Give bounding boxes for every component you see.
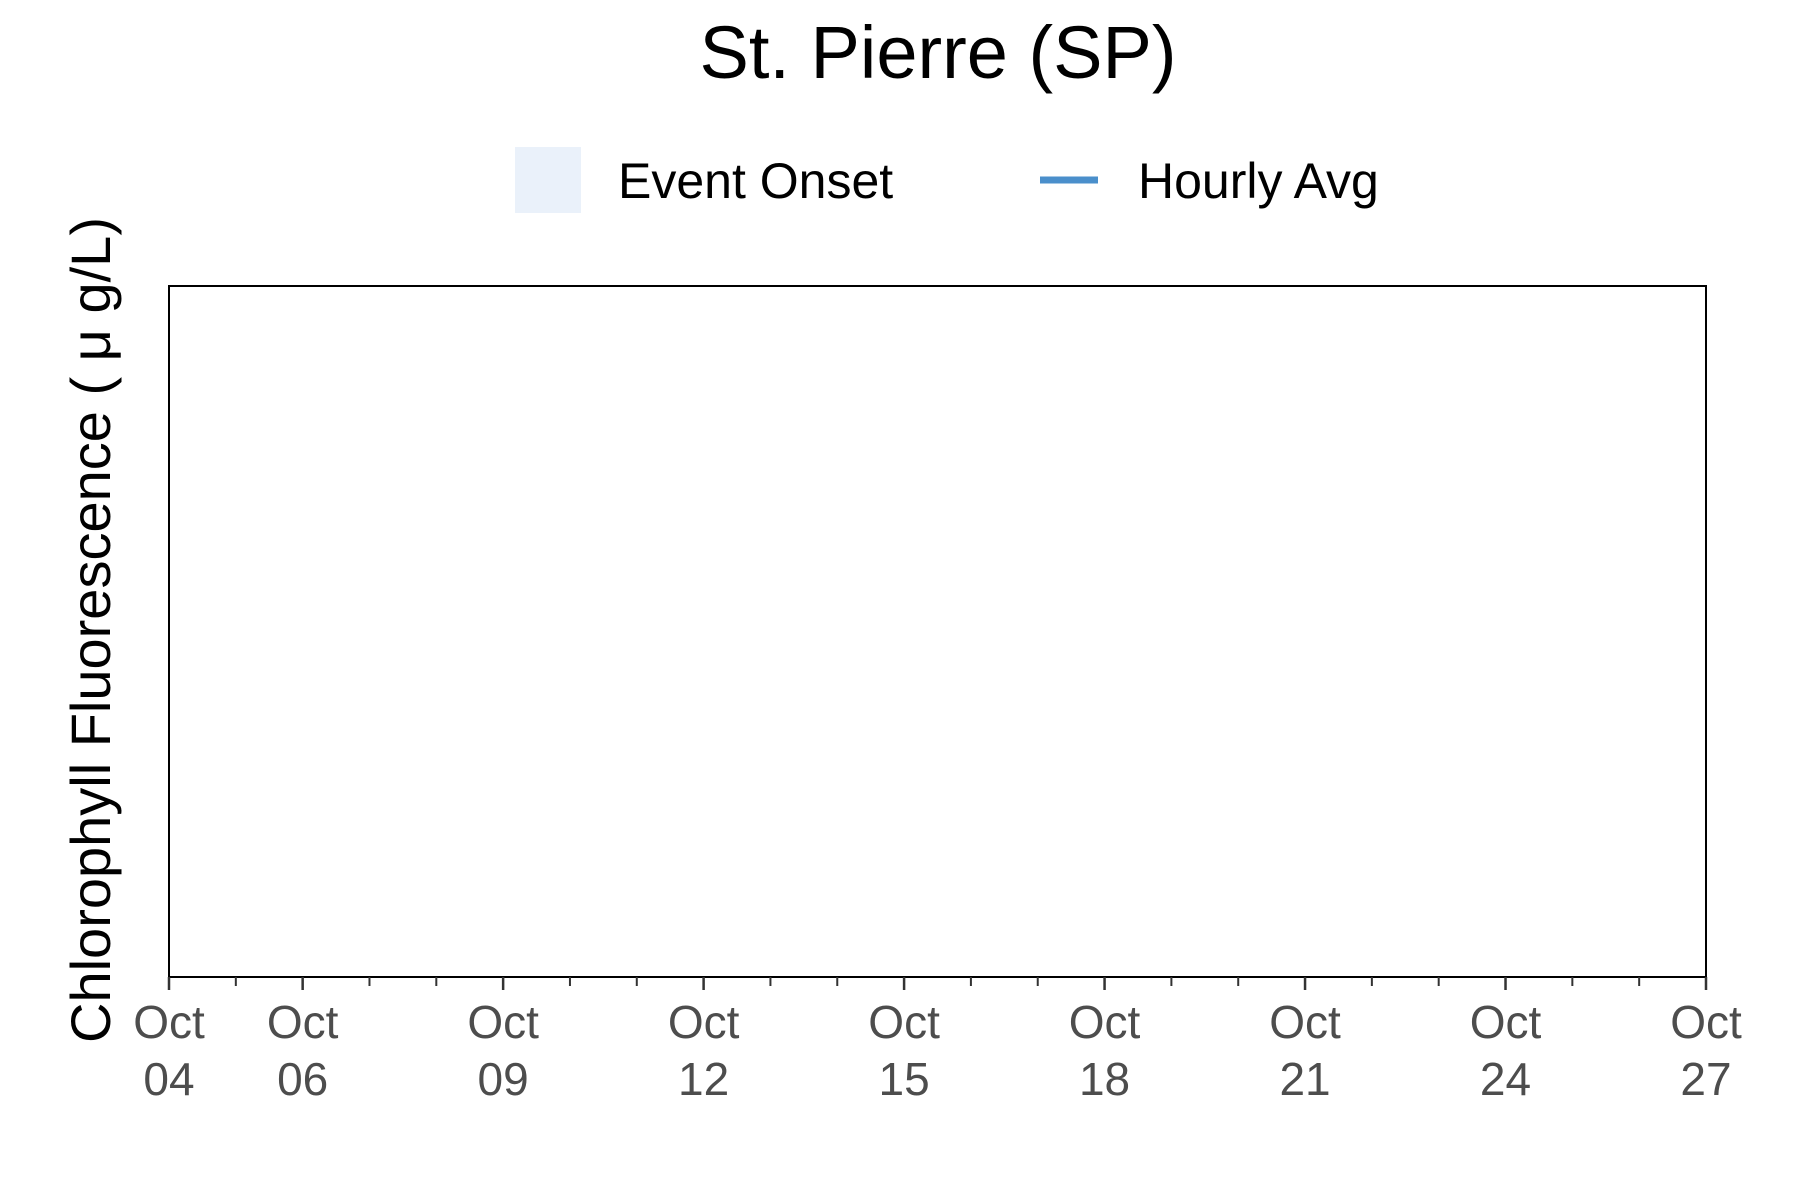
y-axis-label: Chlorophyll Fluorescence ( μ g/L)	[59, 217, 122, 1043]
legend: Event Onset Hourly Avg	[515, 147, 1379, 213]
x-tick-label: Oct 04	[133, 996, 205, 1105]
x-tick-label: Oct 09	[467, 996, 539, 1105]
legend-label-event-onset: Event Onset	[618, 153, 893, 209]
x-tick-label: Oct 24	[1470, 996, 1542, 1105]
x-tick-label: Oct 15	[868, 996, 940, 1105]
x-tick-label: Oct 06	[267, 996, 339, 1105]
x-tick-label: Oct 12	[668, 996, 740, 1105]
x-tick-label: Oct 18	[1069, 996, 1141, 1105]
x-axis: Oct 04 Oct 06 Oct 09 Oct 12 Oct 15 Oct 18 Oct 21 Oct 24…	[133, 977, 1742, 1105]
x-tick-label: Oct 27	[1670, 996, 1742, 1105]
legend-label-hourly-avg: Hourly Avg	[1138, 153, 1379, 209]
chart-title: St. Pierre (SP)	[700, 11, 1177, 94]
plot-panel	[168, 285, 1707, 978]
x-tick-label: Oct 21	[1269, 996, 1341, 1105]
legend-swatch-event-onset	[515, 147, 581, 213]
